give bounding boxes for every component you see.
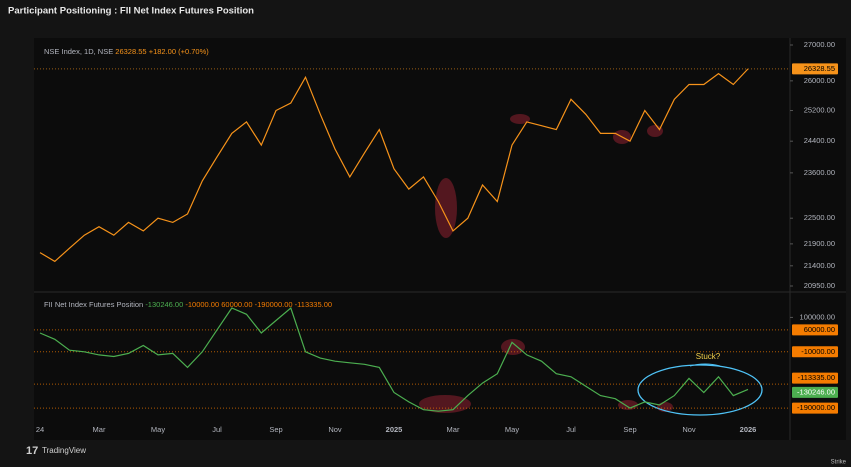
legend-value: 26328.55: [115, 47, 146, 56]
page-title: Participant Positioning : FII Net Index …: [8, 6, 254, 17]
y-tick-label: 21400.00: [804, 261, 835, 270]
y-tick-label: 27000.00: [804, 40, 835, 49]
series-line: [39, 68, 749, 263]
x-tick-label: Jul: [566, 425, 576, 434]
legend-value: -130246.00: [145, 300, 183, 309]
x-tick-label: Jul: [212, 425, 222, 434]
y-tick-label: 24400.00: [804, 136, 835, 145]
highlight: [501, 339, 525, 355]
x-tick-label: May: [505, 425, 519, 434]
price-label: 26328.55: [804, 64, 835, 73]
highlight: [435, 178, 457, 238]
x-tick-label: Sep: [269, 425, 282, 434]
y-tick-label: 20950.00: [804, 281, 835, 290]
price-label-box: [792, 372, 838, 384]
legend-level: -113335.00: [295, 300, 332, 309]
price-label: -130246.00: [797, 387, 835, 396]
highlight: [419, 395, 471, 413]
legend-level: 60000.00: [221, 300, 252, 309]
legend-name: FII Net Index Futures Position: [44, 300, 143, 309]
price-label-box: [792, 324, 838, 336]
legend-level: -190000.00: [255, 300, 293, 309]
highlights: [419, 114, 673, 413]
y-tick-label: 21900.00: [804, 239, 835, 248]
chart-area: [34, 38, 846, 440]
x-tick-label: Mar: [93, 425, 106, 434]
price-label-box: [792, 386, 838, 398]
price-label: -190000.00: [797, 403, 835, 412]
highlight: [510, 114, 530, 124]
top-legend: NSE Index, 1D, NSE 26328.55 +182.00 (+0.…: [44, 47, 209, 56]
price-label-box: [792, 402, 838, 414]
x-tick-label: Sep: [623, 425, 636, 434]
blue-circle: [637, 364, 763, 416]
legend-change: +182.00: [149, 47, 176, 56]
price-label: -113335.00: [798, 373, 835, 382]
x-tick-label: Nov: [682, 425, 696, 434]
footer: Strike: [831, 460, 847, 466]
price-label-box: [792, 63, 838, 75]
blue-arc: [689, 363, 721, 367]
brand: TradingView: [42, 446, 86, 455]
annotation: Stuck?: [696, 352, 721, 361]
y-tick-label: 25200.00: [804, 106, 835, 115]
series-line: [39, 306, 749, 412]
legend-level: -10000.00: [185, 300, 219, 309]
legend-name: NSE Index, 1D, NSE: [44, 47, 113, 56]
price-label-box: [792, 346, 838, 358]
highlight: [618, 400, 638, 410]
y-tick-label: 26000.00: [804, 76, 835, 85]
y-tick-label: 23600.00: [804, 168, 835, 177]
x-tick-label: Mar: [447, 425, 460, 434]
x-tick-label: Nov: [328, 425, 342, 434]
price-label: -10000.00: [801, 347, 835, 356]
bottom-legend: FII Net Index Futures Position -130246.0…: [44, 300, 332, 309]
price-label: 60000.00: [804, 325, 835, 334]
y-tick-label: 100000.00: [800, 312, 835, 321]
legend-change-pct: (+0.70%): [178, 47, 209, 56]
x-tick-label: May: [151, 425, 165, 434]
y-tick-label: 22500.00: [804, 213, 835, 222]
x-tick-label: 2026: [740, 425, 757, 434]
x-tick-label: 2025: [386, 425, 403, 434]
brand-logo: 17: [26, 445, 38, 457]
x-tick-label: 24: [36, 425, 44, 434]
